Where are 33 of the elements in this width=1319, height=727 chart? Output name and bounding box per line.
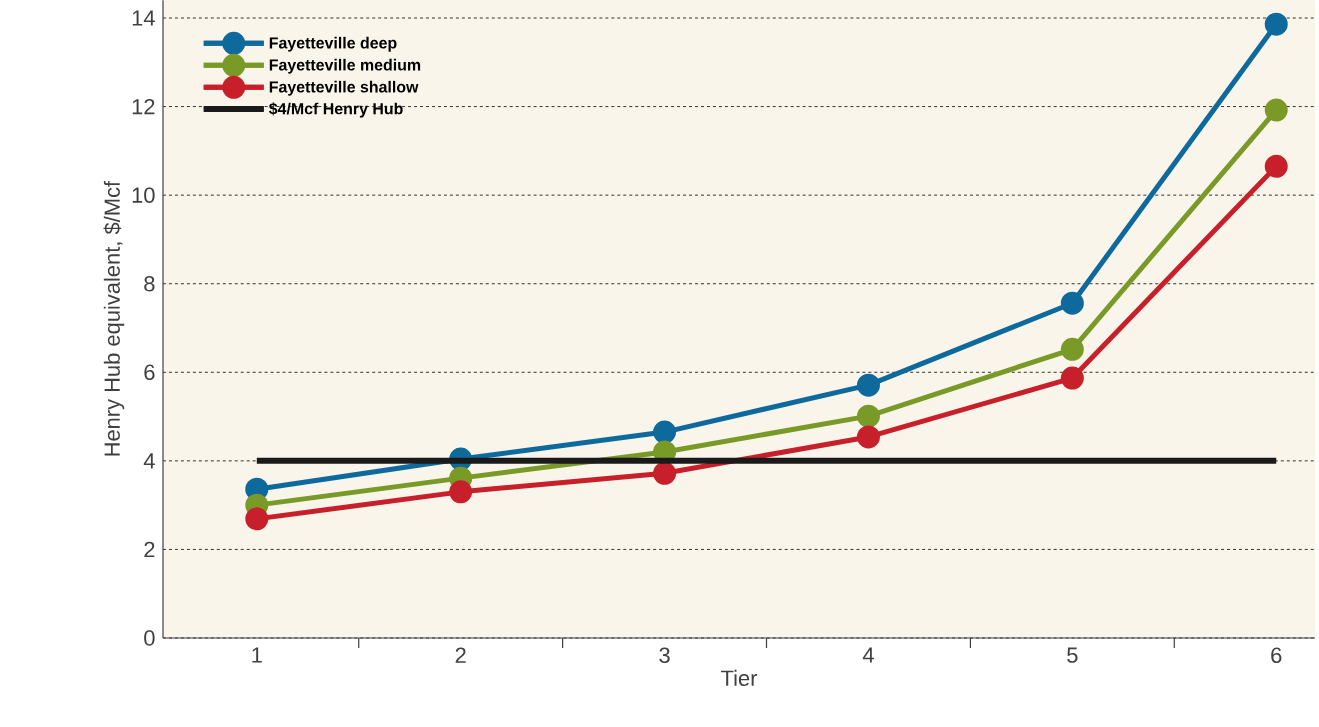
y-tick-label: 14: [132, 10, 155, 26]
point: [1264, 12, 1288, 36]
point: [1264, 98, 1288, 122]
y-tick-label: 6: [144, 364, 155, 381]
point: [856, 373, 880, 397]
point: [1060, 291, 1084, 315]
y-tick-label: 10: [132, 187, 155, 203]
point: [653, 420, 677, 444]
y-tick-label: 8: [144, 275, 155, 292]
point: [1060, 337, 1084, 361]
point: [856, 425, 880, 449]
legend-label: Fayetteville shallow: [269, 80, 419, 96]
legend-label: Fayetteville medium: [269, 58, 421, 74]
legend-label: Fayetteville deep: [269, 36, 397, 52]
point: [1060, 366, 1084, 390]
x-axis-title: Tier: [721, 669, 758, 686]
point: [1264, 154, 1288, 178]
legend-label: $4/Mcf Henry Hub: [268, 102, 403, 118]
y-tick-label: 4: [143, 453, 155, 469]
y-tick-label: 12: [132, 98, 155, 115]
y-tick-label: 0: [144, 630, 155, 646]
point: [449, 480, 473, 504]
x-tick-label: 5: [1067, 647, 1078, 663]
x-tick-label: 3: [659, 647, 670, 664]
x-tick-label: 4: [862, 647, 874, 663]
x-tick-label: 1: [252, 647, 262, 663]
y-axis-title: Henry Hub equivalent, $/Mcf: [103, 180, 125, 456]
point: [245, 507, 269, 531]
y-tick-label: 2: [144, 541, 155, 558]
x-tick-label: 2: [455, 647, 466, 663]
x-tick-label: 6: [1271, 647, 1282, 664]
point: [856, 404, 880, 428]
point: [653, 461, 677, 485]
